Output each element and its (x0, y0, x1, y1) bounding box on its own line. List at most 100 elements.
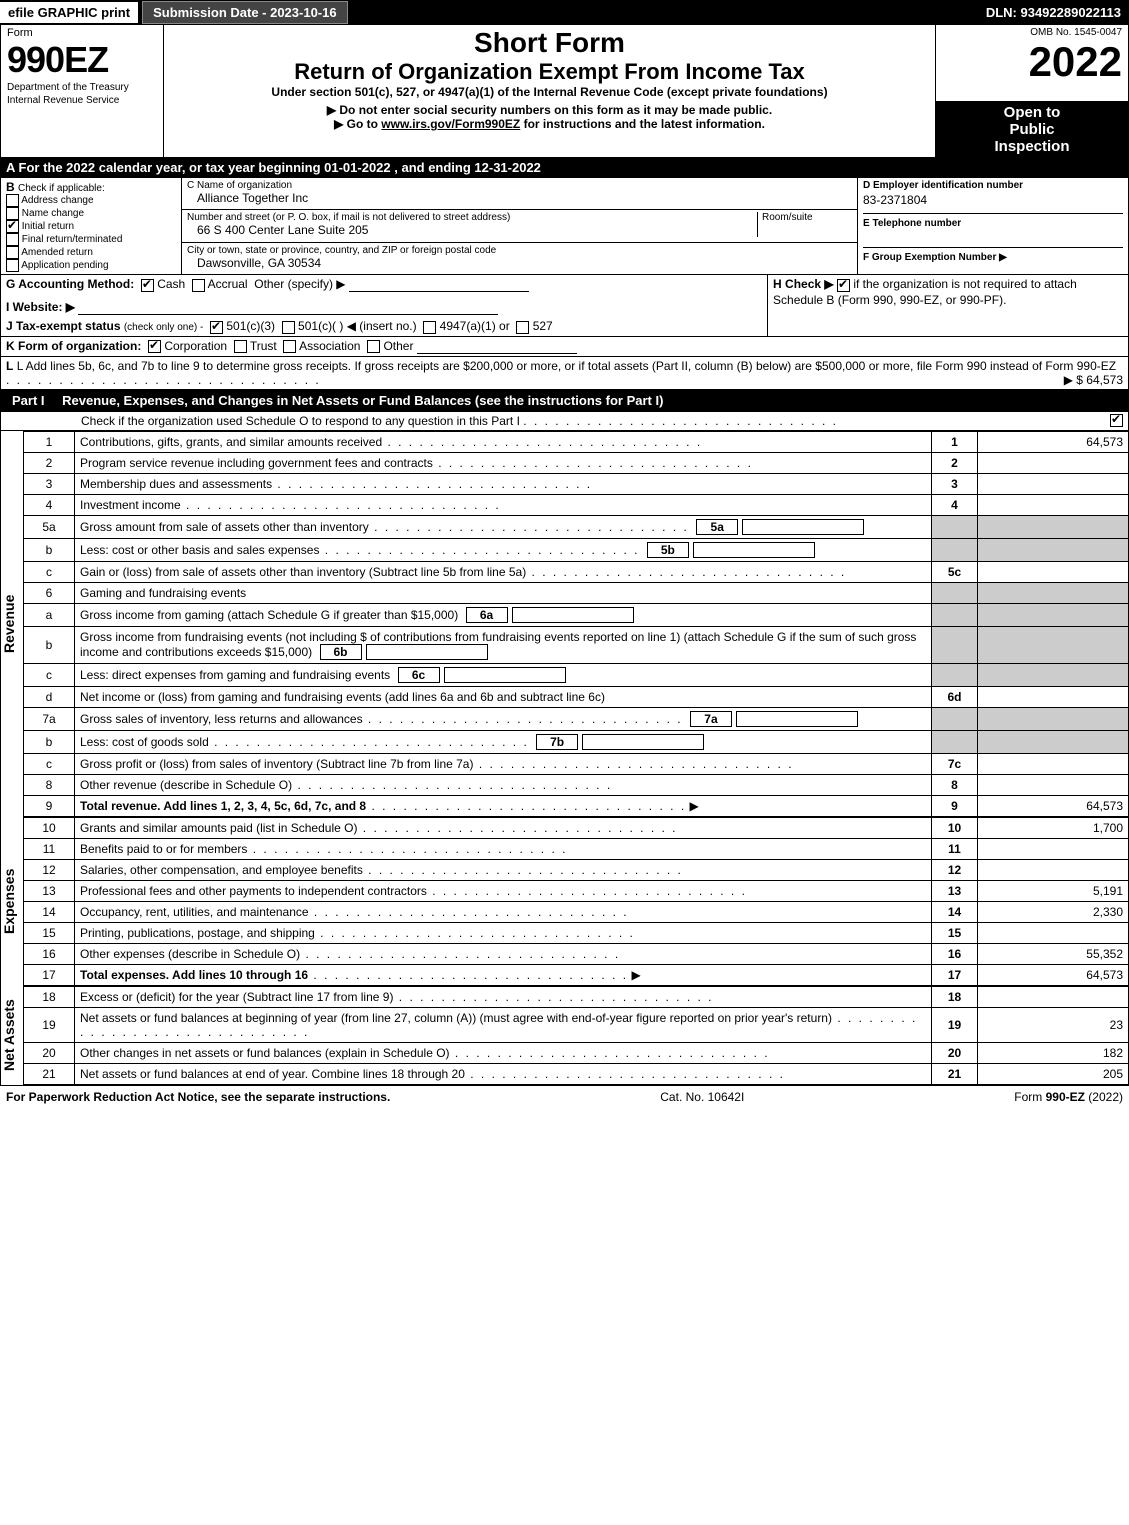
l9-n: 9 (24, 795, 75, 816)
l2-a (978, 452, 1129, 473)
part1-check[interactable] (1110, 414, 1123, 427)
l16-t: Other expenses (describe in Schedule O) (80, 947, 300, 961)
l13-r: 13 (932, 880, 978, 901)
b-opt-3-label: Final return/terminated (22, 234, 123, 245)
ein: 83-2371804 (863, 191, 1123, 213)
j-4947: 4947(a)(1) or (440, 319, 510, 333)
g-accrual: Accrual (208, 277, 248, 291)
l14-t: Occupancy, rent, utilities, and maintena… (80, 905, 309, 919)
l9-r: 9 (932, 795, 978, 816)
l2-n: 2 (24, 452, 75, 473)
open2: Public (942, 121, 1122, 138)
l14-n: 14 (24, 901, 75, 922)
title-return: Return of Organization Exempt From Incom… (170, 59, 929, 85)
l7c-t: Gross profit or (loss) from sales of inv… (80, 757, 473, 771)
l11-t: Benefits paid to or for members (80, 842, 247, 856)
k-other-check[interactable] (367, 340, 380, 353)
l15-n: 15 (24, 922, 75, 943)
k-trust: Trust (250, 339, 277, 353)
b-opt-2[interactable]: Initial return (6, 220, 176, 233)
b-opt-0-label: Address change (21, 195, 93, 206)
b-label: B (6, 180, 15, 194)
footer-center: Cat. No. 10642I (660, 1090, 744, 1104)
g-cash-check[interactable] (141, 279, 154, 292)
part1-body: Revenue 1Contributions, gifts, grants, a… (0, 431, 1129, 817)
l6c-sub: 6c (398, 667, 440, 683)
j-4947-check[interactable] (423, 321, 436, 334)
l13-t: Professional fees and other payments to … (80, 884, 427, 898)
l14-r: 14 (932, 901, 978, 922)
l5c-a (978, 561, 1129, 582)
netassets-table: 18Excess or (deficit) for the year (Subt… (23, 986, 1129, 1085)
addr-label: Number and street (or P. O. box, if mail… (187, 212, 757, 223)
j-501c-check[interactable] (282, 321, 295, 334)
l12-r: 12 (932, 859, 978, 880)
l18-r: 18 (932, 986, 978, 1007)
l21-n: 21 (24, 1063, 75, 1084)
open3: Inspection (942, 138, 1122, 155)
k-assoc: Association (299, 339, 360, 353)
k-assoc-check[interactable] (283, 340, 296, 353)
j-label: J Tax-exempt status (6, 319, 121, 333)
efile-label[interactable]: efile GRAPHIC print (0, 2, 138, 23)
l19-n: 19 (24, 1007, 75, 1042)
l5b-sub: 5b (647, 542, 689, 558)
org-name: Alliance Together Inc (187, 191, 852, 205)
e-label: E Telephone number (863, 213, 1123, 229)
b-opt-5[interactable]: Application pending (6, 259, 176, 272)
l3-a (978, 473, 1129, 494)
b-opt-1[interactable]: Name change (6, 207, 176, 220)
l7a-t: Gross sales of inventory, less returns a… (80, 712, 363, 726)
k-trust-check[interactable] (234, 340, 247, 353)
h-check[interactable] (837, 279, 850, 292)
l7b-sub: 7b (536, 734, 578, 750)
l17-n: 17 (24, 964, 75, 985)
submission-date: Submission Date - 2023-10-16 (142, 1, 348, 24)
l6a-n: a (24, 603, 75, 626)
title-sub: Under section 501(c), 527, or 4947(a)(1)… (170, 85, 929, 99)
j-527: 527 (533, 319, 553, 333)
city: Dawsonville, GA 30534 (187, 256, 852, 270)
dept-treasury: Department of the Treasury (7, 81, 157, 94)
l6-t: Gaming and fundraising events (75, 582, 932, 603)
room-label: Room/suite (762, 212, 852, 223)
l7c-a (978, 753, 1129, 774)
l-text: L Add lines 5b, 6c, and 7b to line 9 to … (17, 359, 1116, 373)
g-accrual-check[interactable] (192, 279, 205, 292)
l21-t: Net assets or fund balances at end of ye… (80, 1067, 465, 1081)
l5b-t: Less: cost or other basis and sales expe… (80, 543, 319, 557)
title-short: Short Form (170, 27, 929, 59)
l6b-t: Gross income from fundraising events (no… (80, 630, 916, 659)
l18-n: 18 (24, 986, 75, 1007)
l4-n: 4 (24, 494, 75, 515)
b-opt-3[interactable]: Final return/terminated (6, 233, 176, 246)
j-527-check[interactable] (516, 321, 529, 334)
l8-a (978, 774, 1129, 795)
l5a-sub: 5a (696, 519, 738, 535)
part1-check-row: Check if the organization used Schedule … (0, 411, 1129, 431)
l14-a: 2,330 (978, 901, 1129, 922)
l1-t: Contributions, gifts, grants, and simila… (80, 435, 382, 449)
b-opt-1-label: Name change (22, 208, 84, 219)
irs-link[interactable]: www.irs.gov/Form990EZ (381, 117, 520, 131)
j-501c3-check[interactable] (210, 321, 223, 334)
l16-a: 55,352 (978, 943, 1129, 964)
b-opt-2-label: Initial return (22, 221, 74, 232)
l20-a: 182 (978, 1042, 1129, 1063)
note-ssn: ▶ Do not enter social security numbers o… (170, 103, 929, 117)
b-opt-4[interactable]: Amended return (6, 246, 176, 259)
l20-n: 20 (24, 1042, 75, 1063)
l6a-t: Gross income from gaming (attach Schedul… (80, 608, 458, 622)
part1-check-text: Check if the organization used Schedule … (81, 414, 520, 428)
footer-right: Form 990-EZ (2022) (1014, 1090, 1123, 1104)
revenue-side-label: Revenue (0, 431, 23, 817)
b-opt-0[interactable]: Address change (6, 194, 176, 207)
l7a-sub: 7a (690, 711, 732, 727)
l8-r: 8 (932, 774, 978, 795)
l10-r: 10 (932, 817, 978, 838)
l8-t: Other revenue (describe in Schedule O) (80, 778, 292, 792)
k-corp-check[interactable] (148, 340, 161, 353)
j-sub: (check only one) - (124, 322, 203, 333)
l5c-r: 5c (932, 561, 978, 582)
l7a-n: 7a (24, 707, 75, 730)
